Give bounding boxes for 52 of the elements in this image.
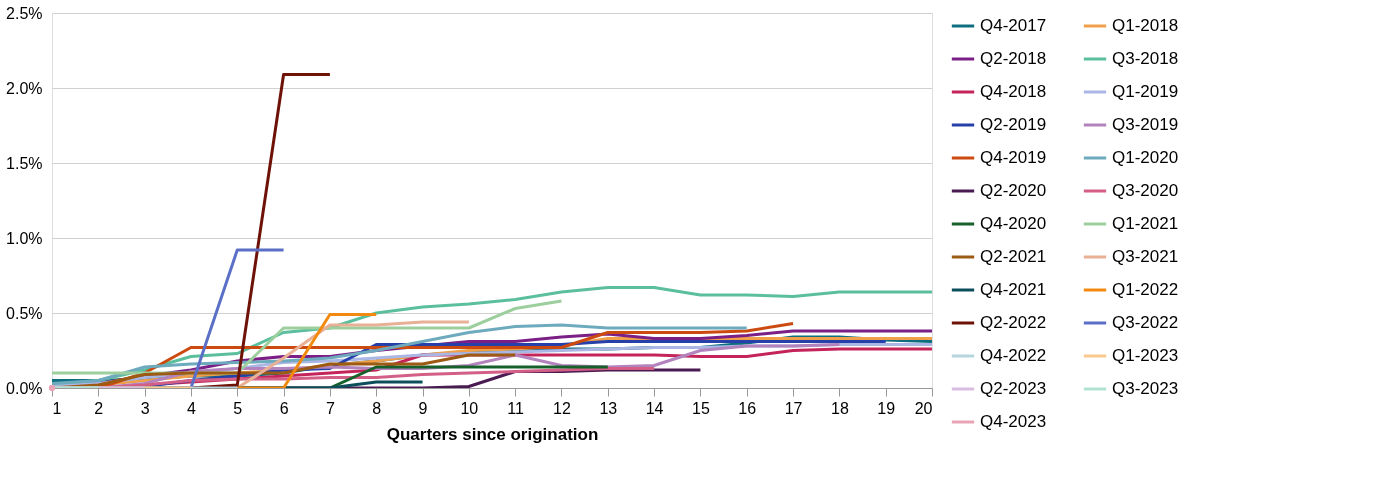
legend-label: Q2-2018: [980, 49, 1047, 68]
legend-label: Q4-2020: [980, 214, 1047, 233]
x-tick-label: 19: [877, 399, 896, 417]
x-axis-title: Quarters since origination: [386, 424, 599, 444]
legend-label: Q3-2023: [1112, 379, 1179, 398]
x-tick-label: 3: [140, 399, 150, 417]
legend-label: Q4-2018: [980, 82, 1047, 101]
x-tick-label: 20: [914, 399, 933, 417]
x-tick-label: 4: [186, 399, 196, 417]
legend-label: Q4-2019: [980, 148, 1047, 167]
legend-label: Q1-2019: [1112, 82, 1179, 101]
x-tick-label: 13: [599, 399, 618, 417]
legend-label: Q3-2021: [1112, 247, 1179, 266]
x-tick-label: 11: [507, 399, 525, 417]
legend-label: Q2-2020: [980, 181, 1047, 200]
legend-label: Q2-2021: [980, 247, 1047, 266]
x-tick-label: 17: [784, 399, 803, 417]
x-tick-label: 14: [645, 399, 664, 417]
y-tick-label: 1.0%: [6, 229, 43, 247]
x-tick-label: 2: [94, 399, 104, 417]
legend-label: Q1-2018: [1112, 16, 1179, 35]
legend-label: Q1-2023: [1112, 346, 1179, 365]
x-tick-label: 16: [738, 399, 757, 417]
x-tick-label: 10: [460, 399, 479, 417]
legend-label: Q1-2022: [1112, 280, 1179, 299]
x-tick-label: 9: [418, 399, 428, 417]
x-tick-label: 15: [692, 399, 710, 417]
legend-label: Q4-2023: [980, 412, 1047, 431]
x-tick-label: 8: [372, 399, 382, 417]
x-tick-label: 1: [52, 399, 62, 417]
x-tick-label: 6: [279, 399, 289, 417]
x-tick-label: 7: [325, 399, 335, 417]
legend-label: Q4-2021: [980, 280, 1047, 299]
y-tick-label: 0.0%: [6, 379, 43, 397]
y-tick-label: 1.5%: [6, 154, 43, 172]
x-tick-label: 12: [553, 399, 571, 417]
legend-label: Q3-2019: [1112, 115, 1179, 134]
legend-label: Q2-2023: [980, 379, 1047, 398]
y-tick-label: 2.0%: [6, 79, 43, 97]
x-tick-label: 18: [830, 399, 849, 417]
legend-label: Q3-2020: [1112, 181, 1179, 200]
legend-label: Q3-2022: [1112, 313, 1179, 332]
legend-label: Q4-2022: [980, 346, 1047, 365]
legend-label: Q2-2022: [980, 313, 1047, 332]
y-tick-label: 0.5%: [6, 304, 43, 322]
legend-label: Q2-2019: [980, 115, 1047, 134]
x-tick-label: 5: [233, 399, 243, 417]
legend-label: Q1-2021: [1112, 214, 1179, 233]
legend-label: Q1-2020: [1112, 148, 1179, 167]
y-tick-label: 2.5%: [6, 4, 43, 22]
legend-label: Q4-2017: [980, 16, 1047, 35]
legend-label: Q3-2018: [1112, 49, 1179, 68]
